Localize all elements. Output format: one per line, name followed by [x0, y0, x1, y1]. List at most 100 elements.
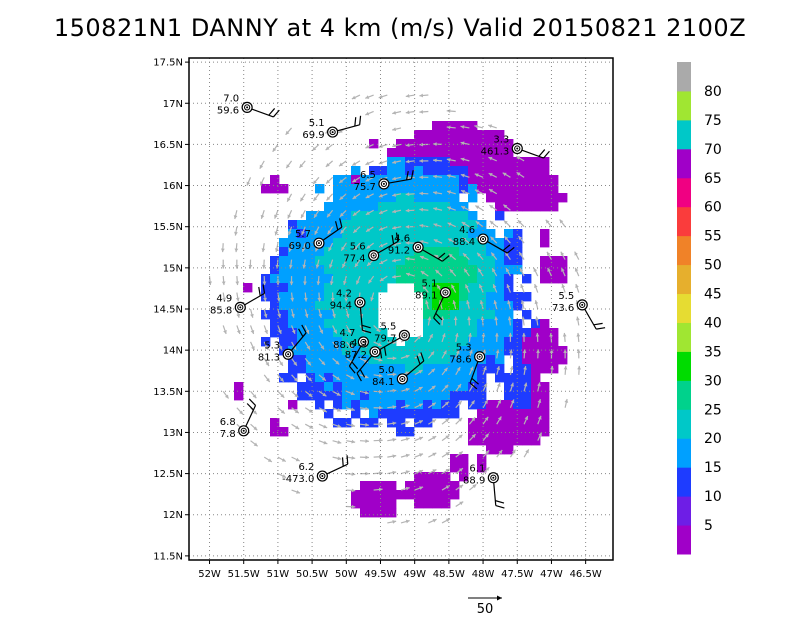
field-cell [513, 355, 523, 365]
y-tick-label: 17N [163, 99, 183, 110]
field-cell [432, 238, 442, 248]
wind-vector-head [434, 254, 439, 259]
field-cell [432, 499, 442, 509]
field-cell [450, 490, 460, 500]
field-cell [360, 193, 370, 203]
wind-vector-head [509, 366, 514, 370]
field-cell [315, 319, 325, 329]
field-cell [396, 211, 406, 221]
field-cell [360, 310, 370, 320]
field-cell [351, 373, 361, 383]
field-cell [360, 229, 370, 239]
wind-vector-head [457, 400, 462, 405]
field-cell [486, 247, 496, 257]
colorbar-label: 70 [704, 142, 722, 158]
wind-vector-head [464, 268, 468, 273]
field-cell [351, 247, 361, 257]
field-cell [405, 193, 415, 203]
wind-vector-head [545, 219, 550, 224]
field-cell [270, 184, 280, 194]
field-cell [558, 355, 568, 365]
wind-vector-head [469, 366, 474, 371]
field-cell [387, 229, 397, 239]
reference-vector-label: 50 [477, 602, 494, 617]
station-value-bottom: 79.7 [374, 333, 396, 344]
field-cell [378, 283, 388, 293]
x-tick-label: 47W [540, 569, 563, 580]
wind-vector-head [433, 158, 437, 163]
field-cell [270, 427, 280, 437]
wind-vector-head [329, 264, 333, 269]
field-cell [333, 337, 343, 347]
wind-vector-head [378, 357, 383, 362]
field-cell [396, 193, 406, 203]
wind-vector-head [379, 277, 384, 282]
colorbar-label: 45 [704, 287, 722, 303]
field-cell [297, 346, 307, 356]
field-cell [504, 256, 514, 266]
wind-vector-head [419, 486, 424, 490]
wind-vector-head [332, 313, 336, 318]
wind-vector-head [446, 174, 451, 178]
field-cell [486, 346, 496, 356]
field-cell [477, 364, 487, 374]
field-cell [324, 319, 334, 329]
field-cell [279, 265, 289, 275]
wind-vector-head [392, 421, 397, 426]
field-cell [378, 202, 388, 212]
field-cell [468, 211, 478, 221]
field-cell [279, 256, 289, 266]
field-cell [360, 211, 370, 221]
field-cell [531, 328, 541, 338]
field-cell [513, 409, 523, 419]
wind-vector-head [417, 335, 421, 340]
field-cell [459, 148, 469, 158]
field-cell [432, 490, 442, 500]
station-value-top: 6.8 [220, 417, 236, 428]
wind-vector-head [278, 345, 283, 350]
y-axis-ticks: 11.5N 12N 12.5N 13N 13.5N 14N 14.5N 15N 15.5N 16N… [153, 58, 189, 562]
wind-vector-head [323, 424, 328, 429]
wind-vector-head [378, 471, 383, 476]
wind-vector-head [460, 157, 465, 162]
field-cell [288, 283, 298, 293]
wind-vector-head [378, 193, 383, 198]
wind-vector-head [379, 454, 383, 459]
field-cell [288, 247, 298, 257]
field-cell [549, 256, 559, 266]
y-tick-label: 17.5N [153, 58, 183, 69]
field-cell [414, 139, 424, 149]
field-cell [297, 220, 307, 230]
colorbar-label: 5 [704, 518, 713, 534]
field-cell [459, 355, 469, 365]
wind-barb-staff [388, 178, 412, 184]
field-cell [540, 166, 550, 176]
field-cell [288, 238, 298, 248]
station-value-bottom: 461.3 [481, 147, 510, 158]
wind-vector-head [488, 124, 493, 129]
field-cell [387, 148, 397, 158]
wind-barb-flag [262, 284, 266, 294]
field-cell [369, 175, 379, 185]
wind-vector-head [560, 251, 565, 256]
field-cell [387, 373, 397, 383]
field-cell [522, 409, 532, 419]
station-value-bottom: 89.1 [415, 291, 437, 302]
field-cell [468, 229, 478, 239]
station: 7.059.6 [217, 93, 280, 118]
wind-vector-head [260, 214, 265, 219]
station-value-bottom: 69.0 [289, 241, 311, 252]
wind-vector-head [259, 164, 264, 169]
field-cell [486, 283, 496, 293]
field-cell [531, 337, 541, 347]
field-cell [324, 274, 334, 284]
field-cell [270, 175, 280, 185]
wind-vector-head [575, 284, 579, 288]
wind-vector-head [493, 300, 498, 305]
field-cell [459, 247, 469, 257]
wind-vector-head [446, 158, 451, 162]
field-cell [423, 184, 433, 194]
wind-vector-head [392, 143, 397, 148]
field-cell [306, 292, 316, 302]
field-cell [450, 166, 460, 176]
